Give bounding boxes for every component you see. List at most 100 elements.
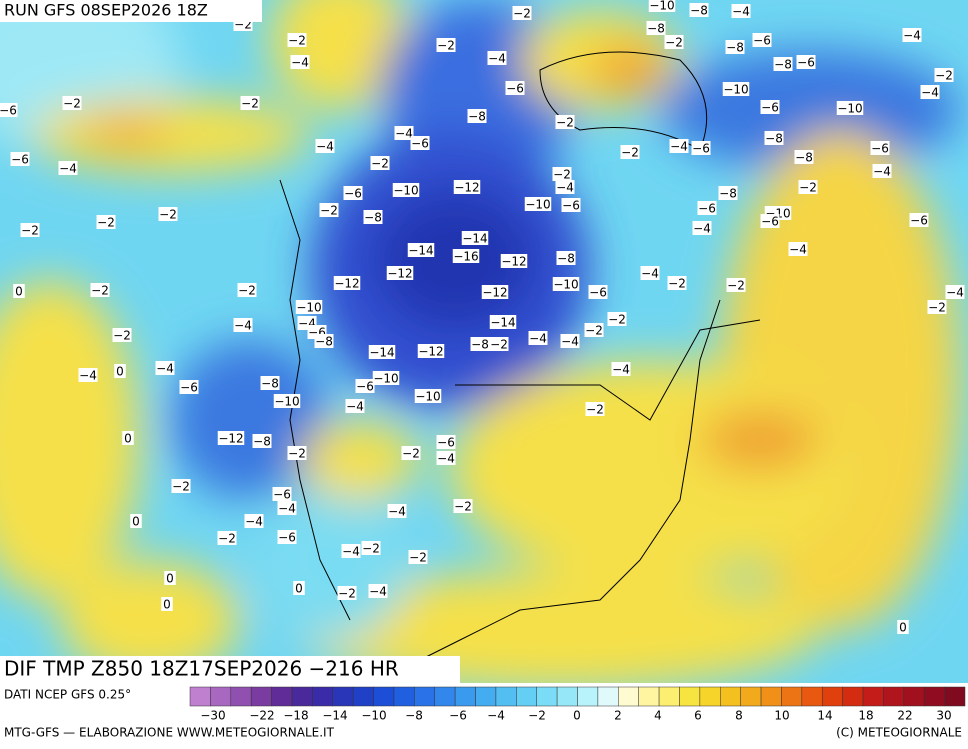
- contour-label: −16: [453, 250, 478, 264]
- label-box: [287, 33, 307, 47]
- label-box: [361, 541, 381, 555]
- contour-label: −4: [556, 181, 574, 195]
- label-box: [112, 328, 132, 342]
- contour-label: −8: [557, 252, 575, 266]
- label-box: [560, 334, 580, 348]
- contour-label: −6: [180, 381, 198, 395]
- colorbar-label: 6: [694, 709, 702, 723]
- contour-label: −2: [935, 69, 953, 83]
- contour-label: −4: [921, 86, 939, 100]
- colorbar-swatch: [618, 686, 639, 707]
- label-box: [13, 284, 25, 298]
- contour-label: −4: [529, 332, 547, 346]
- colorbar-swatch: [189, 686, 211, 707]
- colorbar-label: 0: [573, 709, 581, 723]
- label-box: [692, 221, 712, 235]
- label-box: [260, 376, 280, 390]
- contour-label: −8: [690, 4, 708, 18]
- contour-label: −2: [371, 157, 389, 171]
- label-box: [752, 33, 772, 47]
- contour-label: −6: [761, 215, 779, 229]
- contour-label: −2: [585, 324, 603, 338]
- colorbar-swatch: [740, 686, 762, 707]
- colorbar-swatch: [414, 686, 435, 707]
- colorbar-swatch: [801, 686, 823, 707]
- colorbar-swatch: [312, 686, 334, 707]
- contour-label: −8: [726, 41, 744, 55]
- colorbar-label: 4: [654, 709, 662, 723]
- label-box: [20, 223, 40, 237]
- colorbar-swatch: [842, 686, 864, 707]
- contour-label: −2: [665, 36, 683, 50]
- label-box: [796, 55, 816, 69]
- label-box: [640, 266, 660, 280]
- label-box: [664, 35, 684, 49]
- contour-label: −6: [910, 214, 928, 228]
- contour-label: −4: [488, 52, 506, 66]
- label-box: [272, 487, 292, 501]
- colorbar-swatch: [821, 686, 843, 707]
- contour-label: −12: [418, 345, 443, 359]
- contour-label: −10: [393, 184, 418, 198]
- label-box: [607, 312, 627, 326]
- label-box: [552, 277, 580, 291]
- label-box: [407, 243, 435, 257]
- colorbar-swatch: [230, 686, 252, 707]
- label-box: [512, 6, 532, 20]
- contour-label: −14: [408, 244, 433, 258]
- contour-label: −8: [471, 338, 489, 352]
- colorbar-label: 18: [858, 709, 873, 723]
- contour-label: −6: [11, 153, 29, 167]
- label-box: [233, 318, 253, 332]
- contour-label: −10: [274, 395, 299, 409]
- contour-label: −4: [437, 452, 455, 466]
- label-box: [368, 345, 396, 359]
- label-box: [798, 180, 818, 194]
- contour-label: −4: [641, 267, 659, 281]
- label-box: [290, 55, 310, 69]
- contour-label: −10: [723, 83, 748, 97]
- label-box: [417, 344, 445, 358]
- label-box: [555, 180, 575, 194]
- contour-label: −8: [774, 58, 792, 72]
- label-box: [760, 100, 780, 114]
- contour-label: −2: [402, 447, 420, 461]
- contour-label: −6: [698, 202, 716, 216]
- contour-label: −4: [234, 319, 252, 333]
- label-box: [561, 198, 581, 212]
- contour-label: −6: [356, 380, 374, 394]
- label-box: [584, 323, 604, 337]
- colorbar-swatch: [352, 686, 374, 707]
- contour-label: −6: [797, 56, 815, 70]
- contour-label: −8: [765, 132, 783, 146]
- colorbar-label: −10: [361, 709, 386, 723]
- label-box: [90, 283, 110, 297]
- contour-label: −8: [253, 435, 271, 449]
- label-box: [691, 141, 711, 155]
- contour-label: −10: [837, 102, 862, 116]
- colorbar-swatch: [923, 686, 945, 707]
- label-box: [368, 584, 388, 598]
- label-box: [372, 371, 400, 385]
- colorbar-swatch: [516, 686, 537, 707]
- colorbar-swatch: [577, 686, 599, 707]
- contour-label: −4: [79, 369, 97, 383]
- label-box: [345, 399, 365, 413]
- label-box: [155, 361, 175, 375]
- contour-label: −4: [245, 515, 263, 529]
- contour-label: −2: [159, 208, 177, 222]
- colorbar-swatch: [781, 686, 803, 707]
- contour-label: −12: [482, 286, 507, 300]
- contour-label: −2: [241, 97, 259, 111]
- label-box: [62, 96, 82, 110]
- label-box: [481, 285, 509, 299]
- contour-label: −4: [291, 56, 309, 70]
- contour-label: −2: [513, 7, 531, 21]
- label-box: [489, 315, 517, 329]
- label-box: [343, 186, 363, 200]
- colorbar-swatch: [250, 686, 272, 707]
- footer-left: MTG-GFS — ELABORAZIONE WWW.METEOGIORNALE…: [4, 726, 335, 740]
- contour-label: 0: [124, 432, 132, 446]
- label-box: [408, 550, 428, 564]
- label-box: [319, 203, 339, 217]
